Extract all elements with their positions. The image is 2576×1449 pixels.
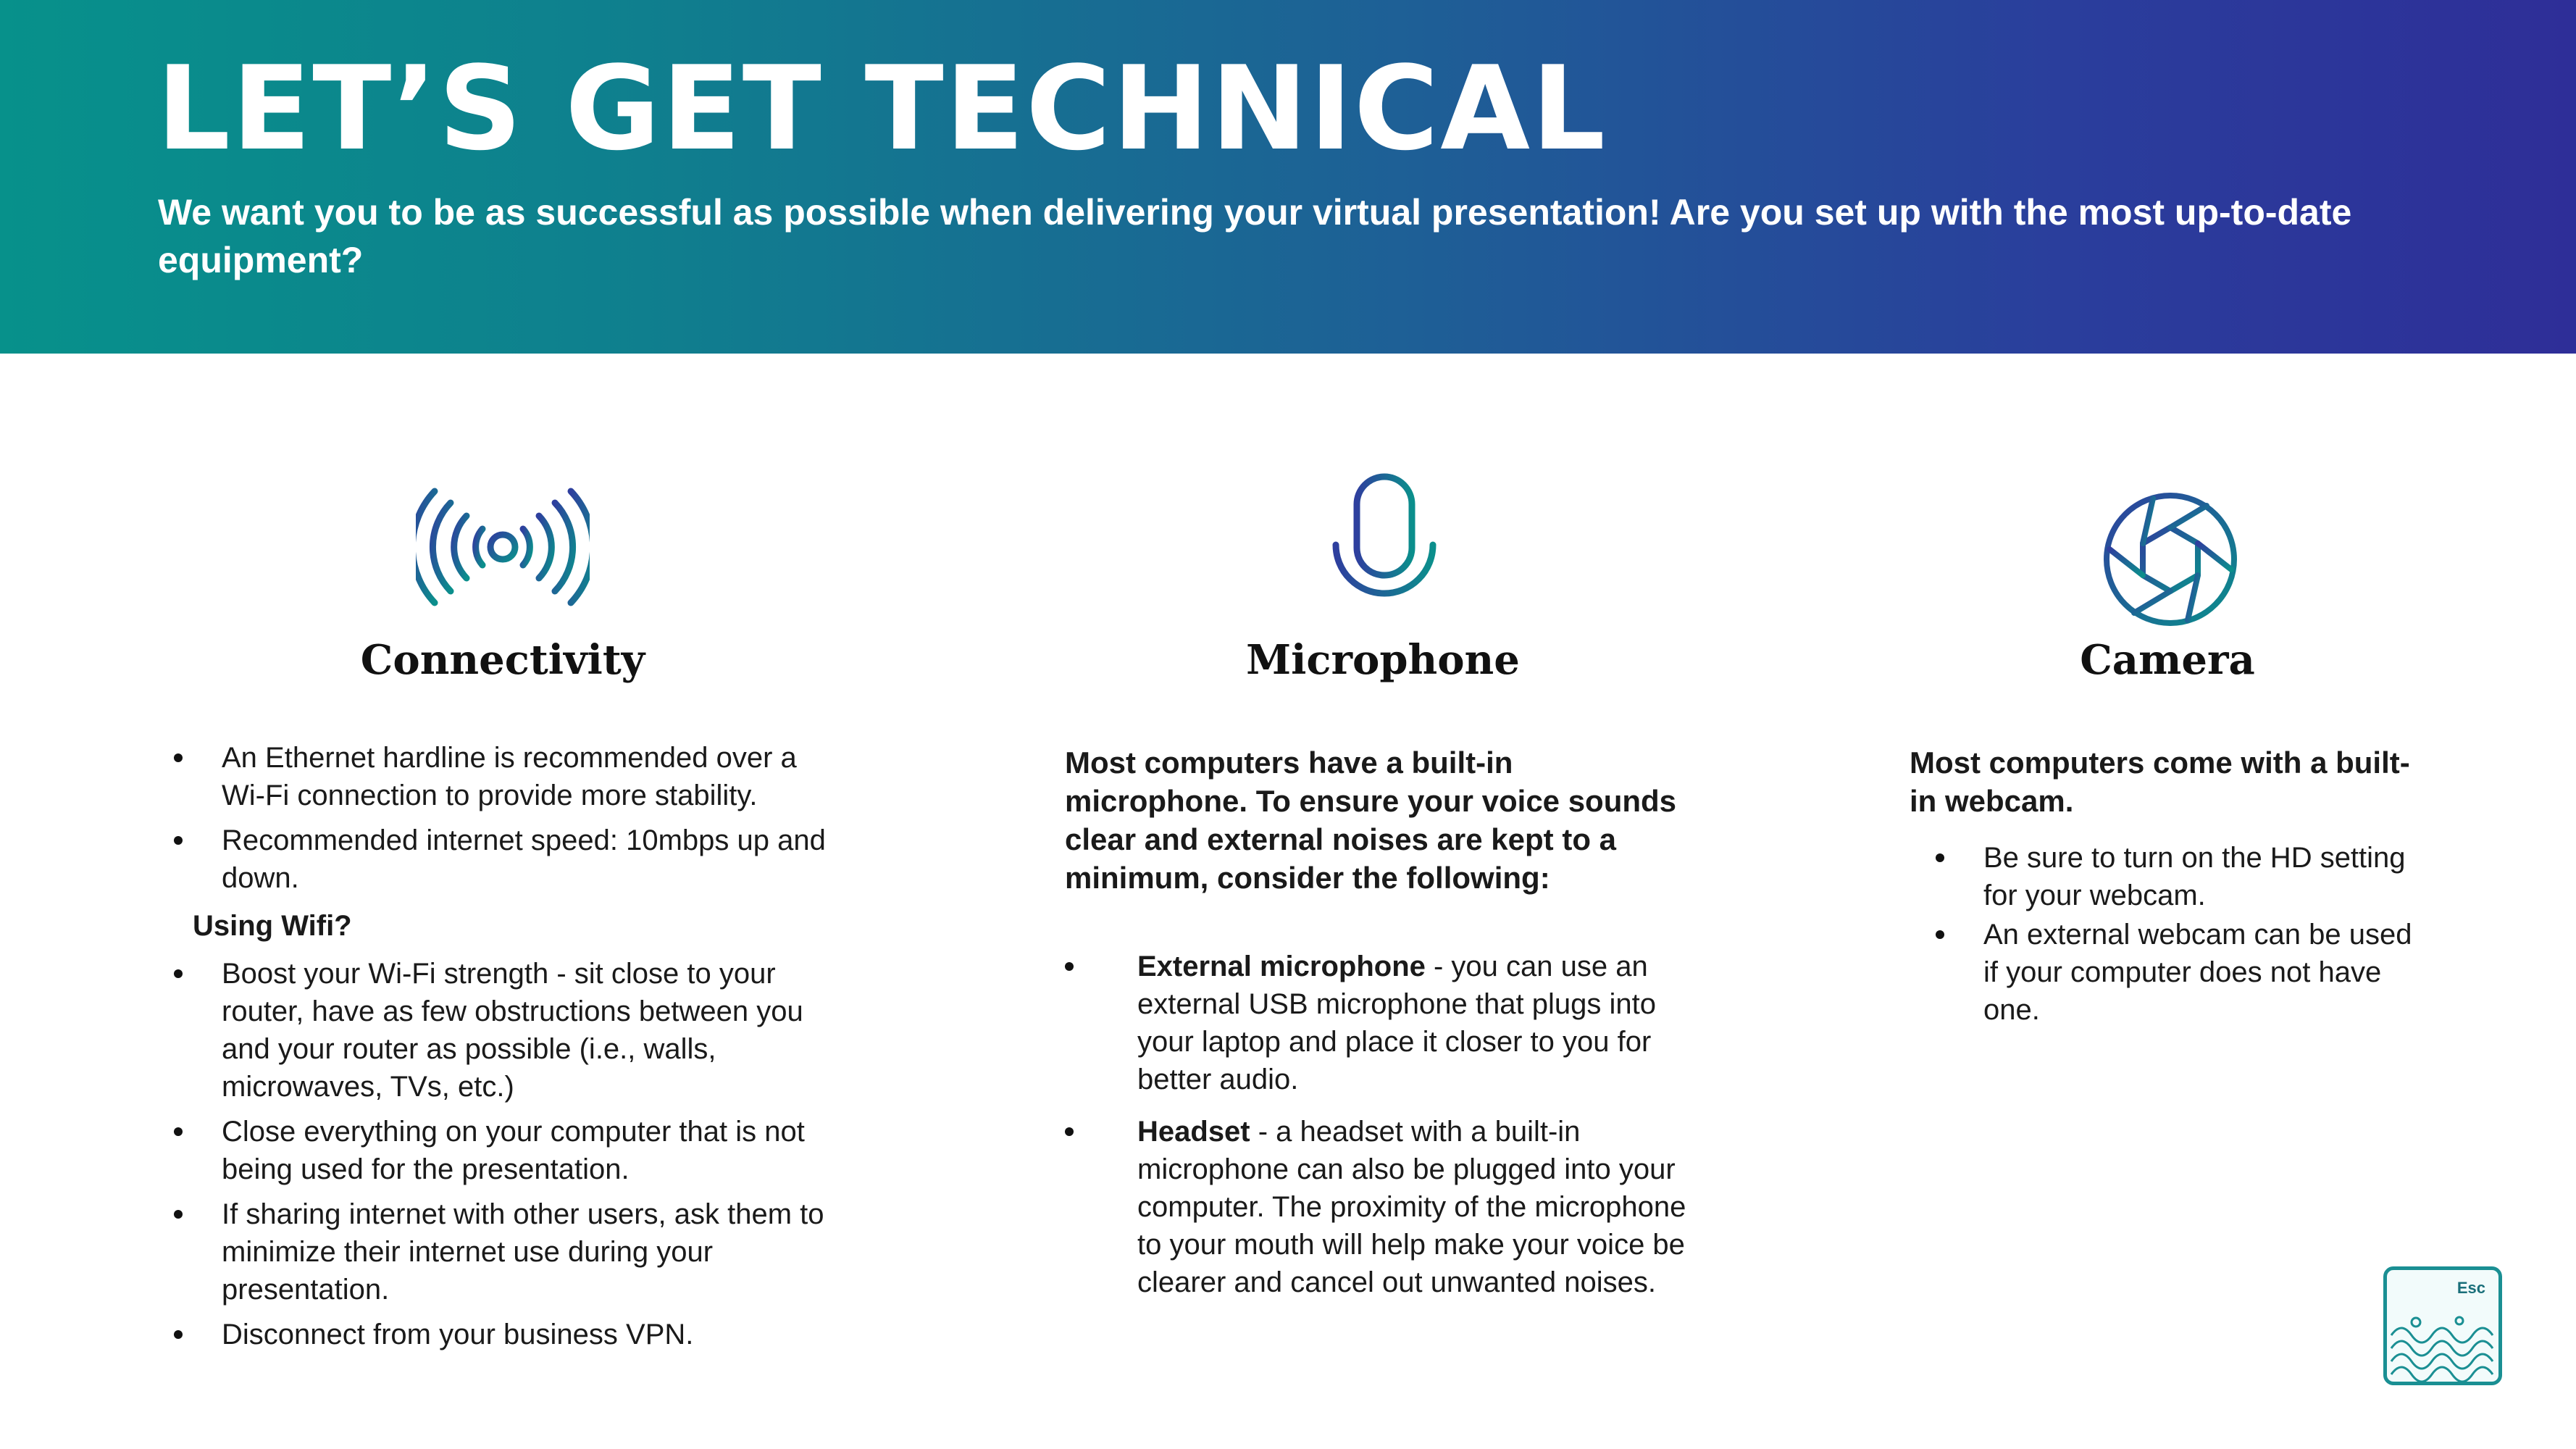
microphone-options-list: External microphone - you can use an ext… — [1065, 948, 1702, 1301]
page-title: LET’S GET TECHNICAL — [156, 41, 1607, 176]
camera-heading: Camera — [2080, 636, 2255, 684]
list-item: Headset - a headset with a built-in micr… — [1065, 1113, 1702, 1301]
camera-intro: Most computers come with a built-in webc… — [1910, 746, 2410, 818]
wifi-tips-list: Boost your Wi-Fi strength - sit close to… — [174, 955, 848, 1353]
option-title: Headset — [1137, 1116, 1250, 1148]
option-text: - you can use an external USB microphone… — [1137, 951, 1656, 1095]
wave-logo-icon — [2390, 1316, 2494, 1382]
header-banner: LET’S GET TECHNICAL We want you to be as… — [0, 0, 2576, 354]
microphone-column: Most computers have a built-in microphon… — [1065, 743, 1702, 1316]
broadcast-antenna-icon — [416, 488, 590, 627]
camera-aperture-icon — [2104, 493, 2237, 626]
list-item: Disconnect from your business VPN. — [174, 1316, 848, 1353]
camera-column: Most computers come with a built-in webc… — [1910, 743, 2431, 1030]
page-subtitle: We want you to be as successful as possi… — [158, 192, 2352, 280]
list-item: Recommended internet speed: 10mbps up an… — [174, 822, 848, 897]
connectivity-heading: Connectivity — [360, 636, 645, 684]
option-text: - a headset with a built-in microphone c… — [1137, 1116, 1686, 1298]
list-item: Boost your Wi-Fi strength - sit close to… — [174, 955, 848, 1106]
connectivity-list: An Ethernet hardline is recommended over… — [174, 739, 848, 897]
list-item: Be sure to turn on the HD setting for yo… — [1936, 839, 2431, 914]
list-item: If sharing internet with other users, as… — [174, 1195, 848, 1308]
list-item: An external webcam can be used if your c… — [1936, 916, 2431, 1029]
list-item: External microphone - you can use an ext… — [1065, 948, 1702, 1098]
connectivity-column: An Ethernet hardline is recommended over… — [174, 739, 848, 1361]
option-title: External microphone — [1137, 951, 1426, 982]
camera-tips-list: Be sure to turn on the HD setting for yo… — [1910, 839, 2431, 1029]
wifi-subheading: Using Wifi? — [193, 910, 352, 942]
microphone-intro: Most computers have a built-in microphon… — [1065, 746, 1677, 895]
esc-badge[interactable]: Esc — [2383, 1266, 2502, 1385]
microphone-icon — [1332, 473, 1437, 627]
esc-label: Esc — [2456, 1279, 2485, 1297]
list-item: An Ethernet hardline is recommended over… — [174, 739, 848, 814]
list-item: Close everything on your computer that i… — [174, 1113, 848, 1188]
microphone-heading: Microphone — [1246, 636, 1520, 684]
